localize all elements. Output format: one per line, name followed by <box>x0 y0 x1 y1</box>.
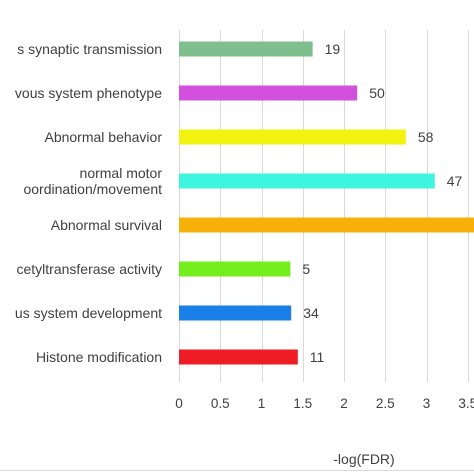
bar <box>179 41 313 57</box>
data-label: 50 <box>369 85 385 101</box>
data-label: 34 <box>303 305 319 321</box>
bar <box>179 85 358 101</box>
data-label: 58 <box>418 129 434 145</box>
data-label: 47 <box>447 173 463 189</box>
tick-layer: 0 0.5 1 1.5 2 2.5 3 3.5 <box>175 396 474 411</box>
bar <box>179 173 435 189</box>
bar-layer <box>179 41 474 365</box>
data-label: 11 <box>310 349 325 365</box>
x-tick-label: 0.5 <box>211 396 230 411</box>
category-label: cetyltransferase activity <box>17 261 163 277</box>
category-label: Histone modification <box>36 349 162 365</box>
data-label: 19 <box>325 41 341 57</box>
category-label: vous system phenotype <box>15 85 162 101</box>
category-label: Abnormal behavior <box>44 129 162 145</box>
bar <box>179 349 298 365</box>
label-layer: s synaptic transmission 19 vous system phe… <box>15 41 463 365</box>
x-tick-label: 1 <box>258 396 266 411</box>
category-label: normal motor <box>80 165 163 181</box>
x-tick-label: 3.5 <box>458 396 474 411</box>
x-tick-label: 0 <box>175 396 183 411</box>
category-label: Abnormal survival <box>51 217 162 233</box>
x-tick-label: 2 <box>340 396 348 411</box>
bar <box>179 217 474 233</box>
data-label: 5 <box>302 261 310 277</box>
category-label: oordination/movement <box>23 181 162 197</box>
x-tick-label: 3 <box>423 396 431 411</box>
x-tick-label: 1.5 <box>293 396 312 411</box>
bar <box>179 129 406 145</box>
category-label: us system development <box>15 305 162 321</box>
bar <box>179 305 292 321</box>
x-tick-label: 2.5 <box>376 396 395 411</box>
category-label: s synaptic transmission <box>17 41 162 57</box>
bar <box>179 261 291 277</box>
x-axis-title: -log(FDR) <box>333 451 394 467</box>
